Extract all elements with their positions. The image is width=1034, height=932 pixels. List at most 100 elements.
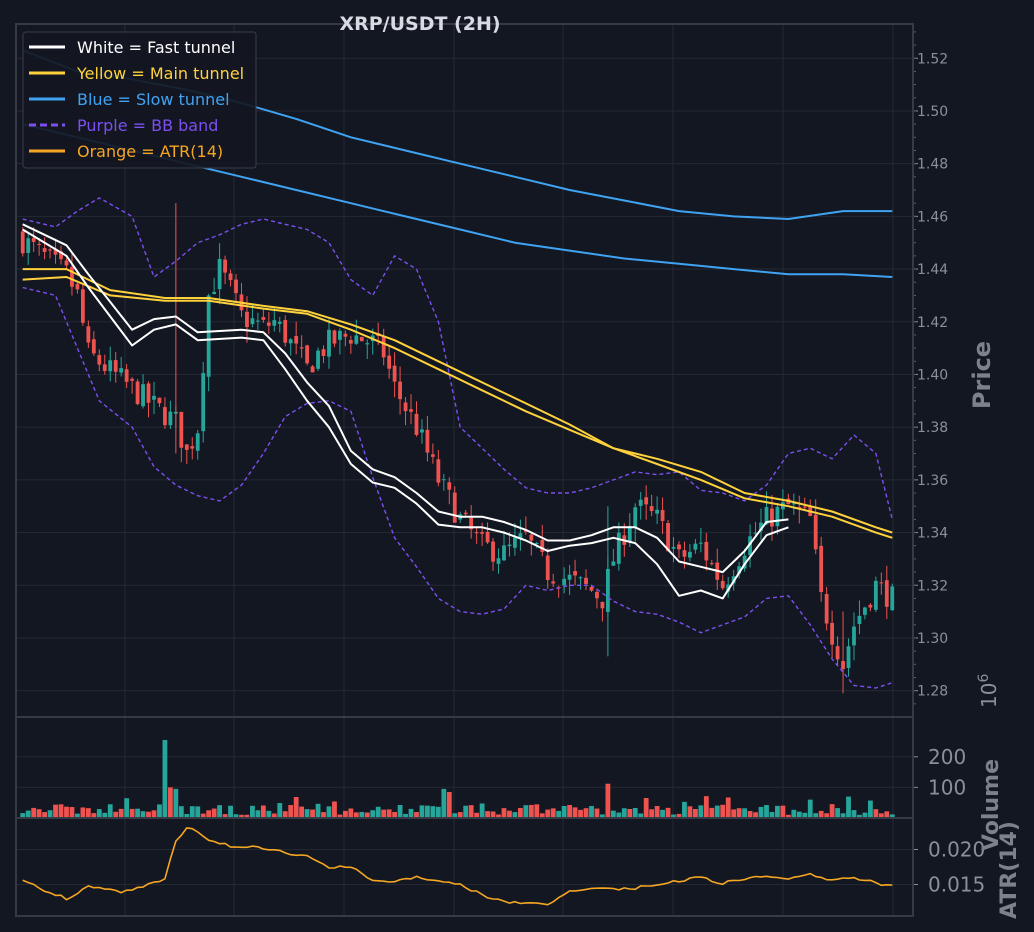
candle-72 [414,401,419,437]
candle-35 [212,277,217,295]
candle-body-124 [698,542,703,544]
volume-bar-135 [758,806,764,818]
volume-bar-122 [687,806,693,818]
price-tick-label-1: 1.30 [917,631,948,647]
candle-76 [436,449,441,487]
volume-bar-64 [370,810,376,818]
candle-body-102 [578,577,583,579]
volume-bar-38 [228,805,233,818]
candle-131 [737,561,742,579]
candle-70 [403,397,408,426]
candle-body-116 [655,509,660,514]
candle-106 [600,601,605,622]
volume-bar-145 [813,813,819,818]
volume-bar-88 [501,808,507,818]
candle-body-119 [671,546,676,549]
candle-155 [868,603,873,612]
volume-bar-32 [195,806,201,818]
volume-bar-23 [146,811,151,818]
volume-bar-6 [53,804,58,818]
candle-body-99 [562,578,567,586]
volume-bar-112 [632,807,638,818]
candle-body-21 [135,381,140,405]
candle-body-148 [830,622,835,645]
candle-108 [611,548,616,566]
volume-bar-105 [594,808,600,818]
price-tick-label-6: 1.40 [917,367,948,383]
legend-label-1: Yellow = Main tunnel [76,64,244,83]
candle-body-69 [398,381,402,400]
candle-19 [124,364,129,389]
volume-bar-146 [818,810,824,818]
candle-23 [146,381,151,418]
volume-bar-117 [660,809,665,818]
price-axis-label: Price [968,341,996,409]
candle-body-83 [474,532,479,534]
candle-body-111 [627,525,632,543]
volume-bar-21 [135,808,140,818]
candle-55 [321,345,326,364]
candle-116 [655,496,660,525]
candle-109 [616,522,621,571]
volume-bar-90 [512,812,518,818]
candle-body-57 [332,330,337,344]
volume-bar-80 [457,812,463,818]
candle-body-68 [392,365,397,382]
volume-bar-57 [332,801,337,818]
volume-bar-24 [151,810,157,818]
volume-bar-76 [435,806,441,818]
volume-bar-18 [118,808,124,818]
candle-103 [584,569,588,591]
candle-body-79 [452,492,457,523]
volume-bar-26 [162,739,168,818]
volume-bar-59 [342,810,348,818]
candle-33 [201,361,206,443]
price-tick-label-2: 1.32 [917,578,948,594]
atr-axis-label: ATR(14) [997,821,1022,919]
price-tick-label-4: 1.36 [917,473,948,489]
candle-body-26 [163,407,167,426]
volume-bar-40 [239,814,244,818]
candle-body-61 [354,335,359,344]
volume-bar-41 [244,814,250,818]
candle-134 [753,521,758,536]
volume-bar-15 [102,812,108,818]
candle-body-30 [184,444,189,450]
candle-88 [502,531,506,562]
volume-bar-141 [791,809,797,818]
volume-bar-63 [364,812,370,818]
candle-body-77 [441,479,446,481]
candle-body-16 [108,360,113,372]
volume-bar-31 [189,806,195,818]
volume-bar-116 [654,806,660,818]
candle-body-5 [48,249,52,251]
candle-body-2 [31,237,36,242]
candle-body-154 [863,607,867,615]
candle-body-71 [409,409,413,412]
candle-body-95 [540,540,545,552]
volume-bar-16 [107,804,113,818]
atr-line [22,827,893,906]
legend-label-4: Orange = ATR(14) [77,142,223,161]
candle-body-27 [168,411,173,426]
candle-body-52 [305,345,310,364]
volume-bar-136 [764,805,769,818]
candle-69 [398,366,402,415]
candle-121 [682,541,687,569]
candle-62 [359,336,364,342]
volume-bar-10 [75,813,80,818]
candle-body-1 [26,238,31,253]
candle-89 [507,532,512,557]
volume-tick-label-0: 100 [928,775,966,799]
candle-body-131 [737,566,742,574]
volume-bar-108 [610,810,616,818]
candle-16 [108,346,113,382]
volume-bar-11 [80,807,86,818]
volume-bar-93 [528,804,534,818]
volume-bar-73 [419,805,425,818]
candle-body-138 [775,506,780,527]
volume-bar-3 [36,809,42,818]
volume-bar-19 [124,798,130,818]
chart-title: XRP/USDT (2H) [339,13,500,35]
candle-57 [332,329,337,348]
